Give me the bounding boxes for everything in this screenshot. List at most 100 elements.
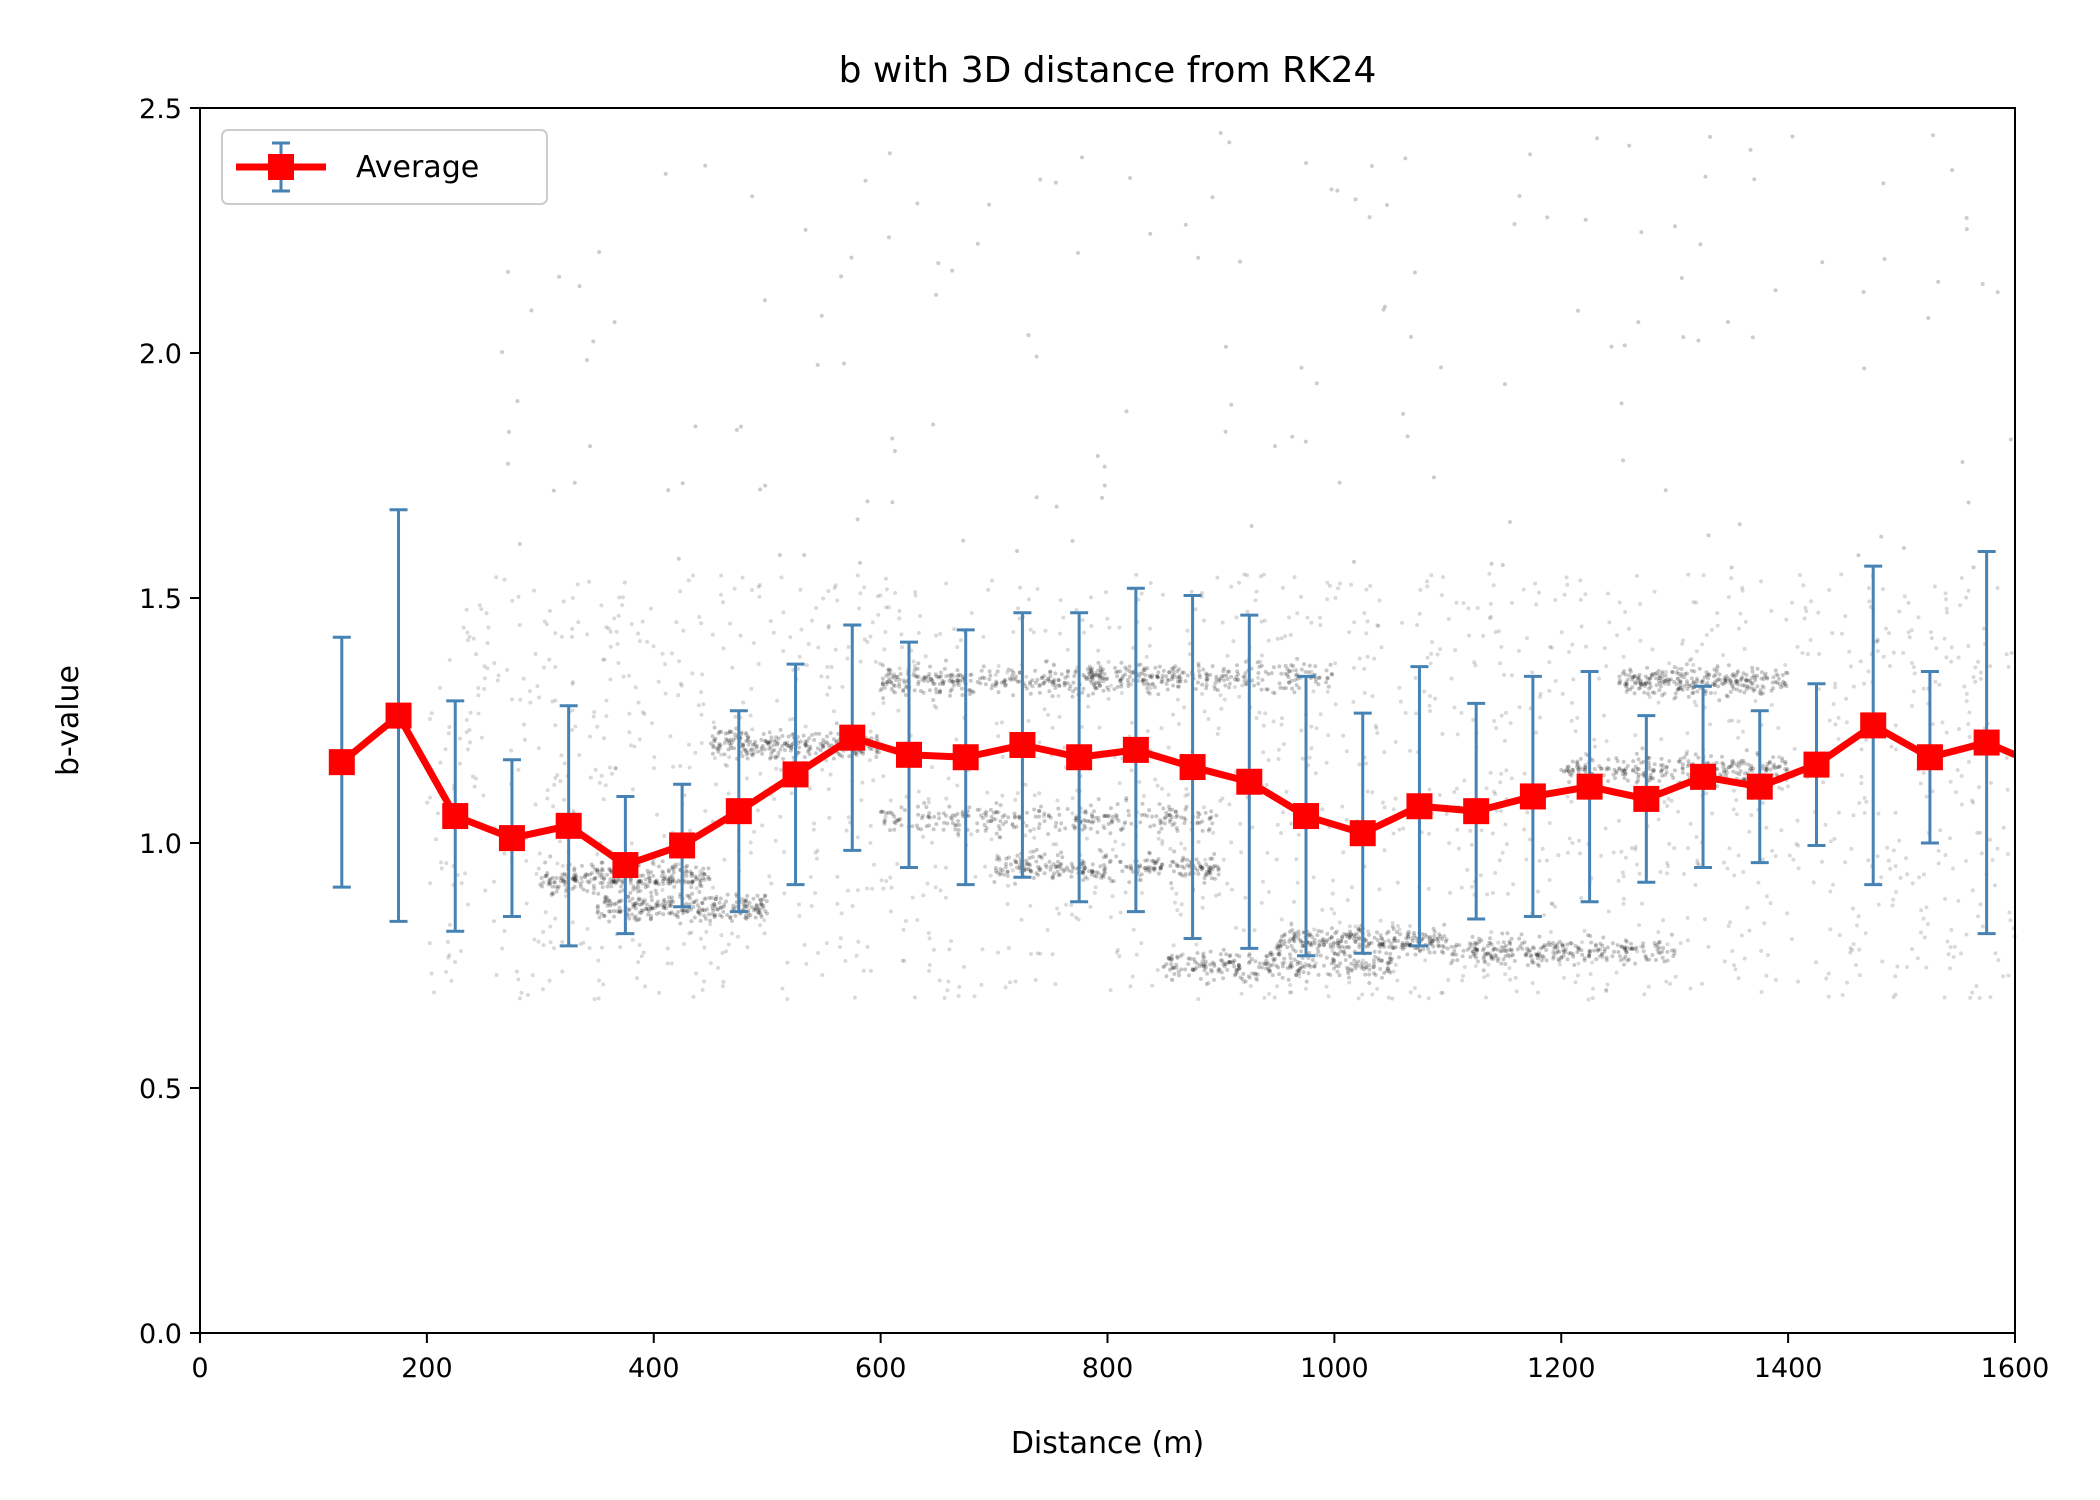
- scatter-point: [1406, 931, 1411, 936]
- scatter-point: [648, 917, 653, 922]
- scatter-point: [1325, 580, 1330, 585]
- scatter-point: [1636, 775, 1641, 780]
- scatter-point: [1035, 586, 1040, 591]
- scatter-point: [597, 915, 602, 920]
- scatter-point: [1081, 870, 1086, 875]
- scatter-point: [1658, 869, 1663, 874]
- scatter-point: [1332, 951, 1337, 956]
- scatter-point: [1693, 752, 1698, 757]
- scatter-point: [1891, 995, 1896, 1000]
- scatter-point: [955, 674, 960, 679]
- scatter-point: [1098, 664, 1103, 669]
- scatter-point: [1003, 678, 1008, 683]
- scatter-point: [1069, 869, 1074, 874]
- scatter-point: [1098, 667, 1103, 672]
- scatter-point: [920, 677, 925, 682]
- scatter-point: [1796, 866, 1801, 871]
- scatter-point: [1210, 960, 1215, 965]
- scatter-point: [1647, 775, 1652, 780]
- scatter-point: [1200, 682, 1205, 687]
- scatter-point: [1272, 691, 1277, 696]
- scatter-point: [1738, 678, 1743, 683]
- scatter-point: [719, 573, 724, 578]
- scatter-point: [1283, 686, 1288, 691]
- scatter-point: [1524, 951, 1529, 956]
- scatter-point: [1837, 933, 1842, 938]
- scatter-point: [1391, 927, 1396, 932]
- scatter-point: [1203, 965, 1208, 970]
- scatter-point: [1118, 860, 1123, 865]
- scatter-point: [808, 875, 813, 880]
- scatter-point: [555, 773, 560, 778]
- scatter-point: [1397, 827, 1402, 832]
- scatter-point: [1538, 691, 1543, 696]
- scatter-point: [825, 692, 830, 697]
- scatter-point: [1103, 590, 1108, 595]
- scatter-point: [1322, 942, 1327, 947]
- scatter-point: [1215, 864, 1220, 869]
- scatter-point: [1470, 949, 1475, 954]
- scatter-point: [718, 896, 723, 901]
- scatter-point: [1011, 693, 1016, 698]
- scatter-point: [710, 912, 715, 917]
- scatter-point: [1174, 891, 1179, 896]
- scatter-point: [1593, 744, 1598, 749]
- scatter-point: [1604, 987, 1609, 992]
- scatter-point: [1541, 913, 1546, 918]
- scatter-point: [1313, 679, 1318, 684]
- scatter-point: [1673, 695, 1678, 700]
- scatter-point: [1178, 912, 1183, 917]
- scatter-point: [819, 674, 824, 679]
- scatter-point: [1921, 872, 1926, 877]
- scatter-point: [1037, 808, 1042, 813]
- scatter-point: [928, 664, 933, 669]
- scatter-point: [1393, 796, 1398, 801]
- scatter-point: [547, 880, 552, 885]
- scatter-point: [1697, 666, 1702, 671]
- scatter-point: [1249, 957, 1254, 962]
- scatter-point: [1735, 681, 1740, 686]
- scatter-point: [1221, 962, 1226, 967]
- scatter-point: [925, 679, 930, 684]
- scatter-point: [1058, 598, 1063, 603]
- scatter-point: [1787, 853, 1792, 858]
- scatter-point: [685, 879, 690, 884]
- scatter-point: [1295, 969, 1300, 974]
- scatter-point: [481, 793, 486, 798]
- scatter-point: [1093, 685, 1098, 690]
- scatter-point: [551, 804, 556, 809]
- scatter-point: [926, 814, 931, 819]
- scatter-point: [1717, 698, 1722, 703]
- scatter-point: [1777, 785, 1782, 790]
- scatter-point: [1096, 818, 1101, 823]
- scatter-point: [1377, 941, 1382, 946]
- scatter-point: [1039, 675, 1044, 680]
- scatter-point: [541, 665, 546, 670]
- scatter-point: [882, 819, 887, 824]
- scatter-point: [704, 929, 709, 934]
- scatter-point: [1202, 880, 1207, 885]
- scatter-point: [1324, 955, 1329, 960]
- scatter-point: [710, 751, 715, 756]
- scatter-point: [730, 665, 735, 670]
- scatter-point: [1623, 855, 1628, 860]
- scatter-point: [944, 674, 949, 679]
- scatter-point: [878, 593, 883, 598]
- scatter-point: [1351, 665, 1356, 670]
- scatter-point: [1183, 222, 1188, 227]
- scatter-point: [932, 703, 937, 708]
- scatter-point: [1560, 943, 1565, 948]
- scatter-point: [752, 742, 757, 747]
- scatter-point: [1184, 804, 1189, 809]
- scatter-point: [1081, 672, 1086, 677]
- scatter-point: [1080, 827, 1085, 832]
- scatter-point: [1468, 828, 1473, 833]
- scatter-point: [477, 603, 482, 608]
- scatter-point: [1186, 973, 1191, 978]
- scatter-point: [1590, 996, 1595, 1001]
- scatter-point: [1607, 766, 1612, 771]
- scatter-point: [887, 151, 892, 156]
- scatter-point: [1910, 881, 1915, 886]
- scatter-point: [1484, 786, 1489, 791]
- scatter-point: [993, 682, 998, 687]
